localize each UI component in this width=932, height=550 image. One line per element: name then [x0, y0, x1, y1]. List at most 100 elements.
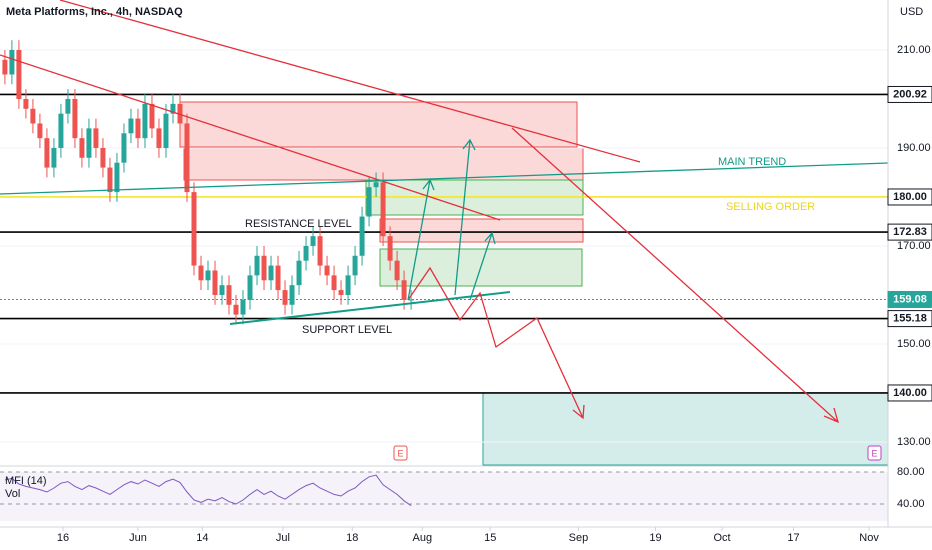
candle-body [23, 98, 29, 109]
candle-body [114, 162, 120, 193]
price-label-box [887, 384, 932, 402]
candle-body [58, 113, 64, 148]
price-label: 159.08 [893, 293, 927, 305]
indicator-line [4, 474, 412, 507]
zone [179, 101, 578, 148]
candle-body [303, 245, 309, 261]
candle-body [219, 285, 225, 295]
candle-body [261, 255, 267, 281]
drawings [0, 0, 889, 424]
candle-body [100, 147, 106, 168]
candle-body [30, 108, 36, 124]
trend-line [59, 0, 641, 163]
arrow [407, 266, 585, 420]
x-tick-label: Jun [129, 532, 147, 544]
axes: 210.00 190.00 170.00 150.00 130.00 16 Jun 14 Jul… [57, 44, 932, 544]
currency: USD [900, 6, 923, 18]
annotation: MAIN TREND [718, 156, 786, 168]
candle-body [282, 290, 288, 305]
y-tick-label: 150.00 [897, 338, 931, 350]
x-tick-label: Oct [713, 532, 730, 544]
candle-body [338, 290, 344, 295]
price-label: 200.92 [893, 88, 927, 100]
candle-body [317, 236, 323, 266]
indicator-name: MFI (14) [5, 475, 47, 487]
support-trend-line [229, 291, 511, 325]
candle-body [233, 304, 239, 315]
y-tick-label: 170.00 [897, 240, 931, 252]
candle-body [142, 103, 148, 139]
candle-body [163, 113, 169, 148]
candle-body [191, 192, 197, 266]
candle-body [254, 255, 260, 276]
main-trend-line [0, 162, 889, 195]
chart-title: Meta Platforms, Inc., 4h, NASDAQ [6, 6, 183, 18]
candle-body [268, 265, 274, 281]
candle-body [170, 103, 176, 114]
x-tick-label: Sep [569, 532, 589, 544]
event-label[interactable]: E [871, 448, 877, 458]
zone [379, 218, 584, 243]
candle-body [240, 299, 246, 315]
price-label-box [887, 290, 932, 308]
trend-line [0, 54, 501, 221]
candle-body [93, 128, 99, 148]
levels [0, 49, 888, 443]
annotation: SUPPORT LEVEL [302, 324, 392, 336]
candle-body [408, 299, 414, 301]
candle-body [296, 260, 302, 286]
candle-body [247, 275, 253, 300]
candle-body [394, 260, 400, 281]
candle-body [51, 147, 57, 168]
candle-body [289, 285, 295, 305]
candle-body [345, 275, 351, 295]
x-tick-label: 19 [649, 532, 661, 544]
y-tick-label: 210.00 [897, 44, 931, 56]
volume-label: Vol [5, 488, 20, 500]
event-marker[interactable] [393, 445, 408, 461]
price-label-box [887, 310, 932, 328]
candle-body [366, 187, 372, 217]
annotation: RESISTANCE LEVEL [245, 218, 352, 230]
candle-body [2, 59, 8, 75]
x-tick-label: 18 [346, 532, 358, 544]
candle-body [107, 167, 113, 193]
candle-body [177, 103, 183, 124]
candle-body [331, 275, 337, 291]
y-tick-label: 130.00 [897, 436, 931, 448]
price-label-box [887, 223, 932, 241]
candle-body [387, 236, 393, 261]
price-label: 155.18 [893, 312, 927, 324]
indicator-tick-label: 80.00 [897, 466, 925, 478]
indicator [0, 471, 888, 521]
candle-body [65, 98, 71, 114]
candle-body [359, 216, 365, 256]
x-tick-label: 17 [787, 532, 799, 544]
zones [179, 101, 889, 466]
candle-body [275, 265, 281, 291]
candles [2, 40, 414, 325]
candle-body [37, 123, 43, 139]
arrow [511, 127, 840, 424]
candle-body [373, 182, 379, 188]
candle-body [226, 285, 232, 305]
x-tick-label: Aug [413, 532, 433, 544]
x-tick-label: Jul [276, 532, 290, 544]
candle-body [86, 128, 92, 158]
x-tick-label: Nov [859, 532, 879, 544]
price-label: 140.00 [893, 387, 927, 399]
candle-body [401, 280, 407, 300]
price-label: 172.83 [893, 226, 927, 238]
candle-body [184, 123, 190, 193]
arrow [454, 138, 476, 296]
event-label[interactable]: E [397, 448, 403, 458]
x-tick-label: 15 [484, 532, 496, 544]
candle-body [44, 138, 50, 168]
candle-body [9, 49, 15, 75]
y-tick-label: 190.00 [897, 142, 931, 154]
candle-body [149, 103, 155, 129]
arrow [407, 178, 435, 301]
event-marker[interactable] [867, 445, 882, 461]
indicator-tick-label: 40.00 [897, 498, 925, 510]
